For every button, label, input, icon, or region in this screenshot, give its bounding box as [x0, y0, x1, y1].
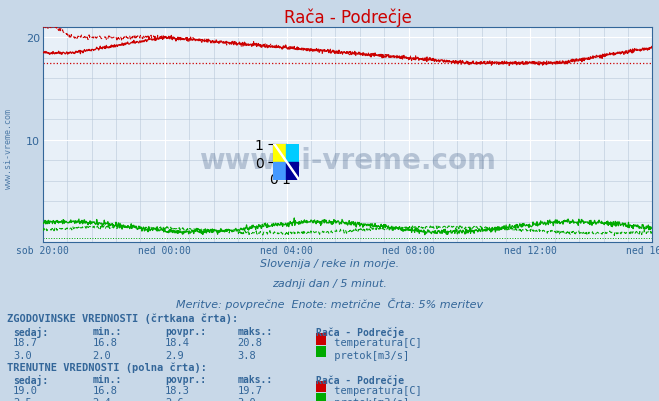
Text: 18.3: 18.3: [165, 385, 190, 395]
Bar: [286, 144, 299, 162]
Title: Rača - Podrečje: Rača - Podrečje: [283, 8, 412, 26]
Text: 18.4: 18.4: [165, 338, 190, 348]
Text: TRENUTNE VREDNOSTI (polna črta):: TRENUTNE VREDNOSTI (polna črta):: [7, 362, 206, 372]
Text: 3.0: 3.0: [13, 350, 32, 360]
Text: 16.8: 16.8: [92, 385, 117, 395]
Text: Meritve: povprečne  Enote: metrične  Črta: 5% meritev: Meritve: povprečne Enote: metrične Črta:…: [176, 297, 483, 309]
Text: 2.4: 2.4: [92, 397, 111, 401]
Text: povpr.:: povpr.:: [165, 326, 206, 336]
Text: maks.:: maks.:: [237, 326, 272, 336]
Text: ZGODOVINSKE VREDNOSTI (črtkana črta):: ZGODOVINSKE VREDNOSTI (črtkana črta):: [7, 313, 238, 323]
Text: temperatura[C]: temperatura[C]: [328, 385, 422, 395]
Text: povpr.:: povpr.:: [165, 374, 206, 384]
Text: sedaj:: sedaj:: [13, 326, 48, 337]
Text: 19.0: 19.0: [13, 385, 38, 395]
Text: www.si-vreme.com: www.si-vreme.com: [4, 108, 13, 188]
Text: 18.7: 18.7: [13, 338, 38, 348]
Text: 19.7: 19.7: [237, 385, 262, 395]
Text: 2.6: 2.6: [165, 397, 183, 401]
Text: www.si-vreme.com: www.si-vreme.com: [199, 147, 496, 175]
Text: 3.0: 3.0: [237, 397, 256, 401]
Text: sedaj:: sedaj:: [13, 374, 48, 385]
Text: Rača - Podrečje: Rača - Podrečje: [316, 326, 405, 337]
Bar: [286, 162, 299, 180]
Text: pretok[m3/s]: pretok[m3/s]: [328, 350, 409, 360]
Text: 20.8: 20.8: [237, 338, 262, 348]
Text: zadnji dan / 5 minut.: zadnji dan / 5 minut.: [272, 278, 387, 288]
Text: maks.:: maks.:: [237, 374, 272, 384]
Text: 2.0: 2.0: [92, 350, 111, 360]
Polygon shape: [273, 144, 299, 180]
Text: min.:: min.:: [92, 326, 122, 336]
Text: min.:: min.:: [92, 374, 122, 384]
Text: 3.8: 3.8: [237, 350, 256, 360]
Bar: [273, 162, 286, 180]
Text: Rača - Podrečje: Rača - Podrečje: [316, 374, 405, 385]
Text: 2.9: 2.9: [165, 350, 183, 360]
Text: temperatura[C]: temperatura[C]: [328, 338, 422, 348]
Text: 2.5: 2.5: [13, 397, 32, 401]
Text: pretok[m3/s]: pretok[m3/s]: [328, 397, 409, 401]
Text: 16.8: 16.8: [92, 338, 117, 348]
Bar: [273, 144, 286, 162]
Text: Slovenija / reke in morje.: Slovenija / reke in morje.: [260, 259, 399, 269]
